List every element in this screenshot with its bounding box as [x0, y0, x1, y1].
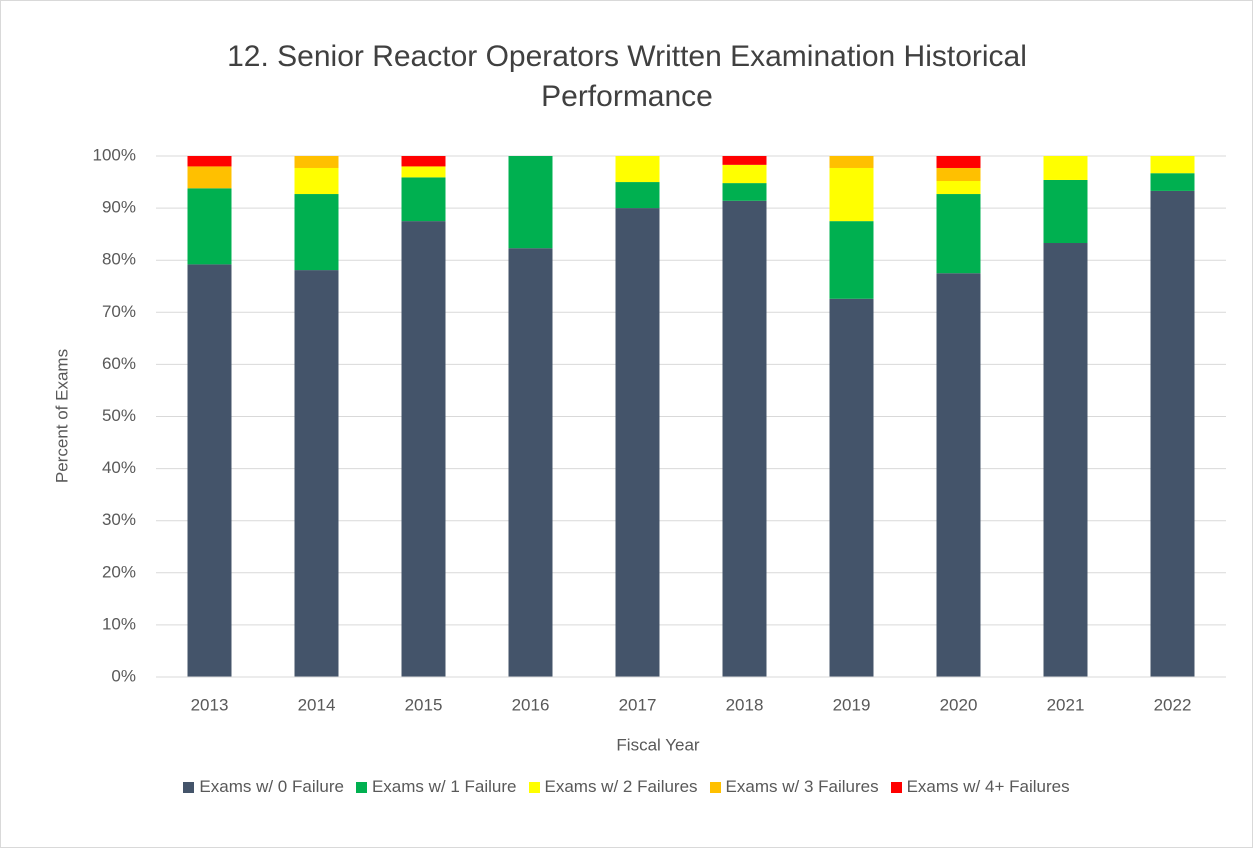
y-tick-label: 30% — [102, 510, 136, 529]
legend-swatch — [355, 781, 367, 793]
legend-label: Exams w/ 2 Failures — [544, 777, 698, 796]
x-axis-label: Fiscal Year — [616, 735, 699, 754]
legend-item: Exams w/ 1 Failure — [355, 777, 517, 797]
legend-item: Exams w/ 4+ Failures — [890, 777, 1070, 797]
bar-segment — [829, 221, 874, 299]
bar-segment — [1043, 156, 1088, 180]
bar-segment — [187, 188, 232, 265]
x-tick-label: 2020 — [940, 695, 978, 714]
bar-segment — [1043, 243, 1088, 677]
bar-segment — [294, 167, 339, 195]
legend-label: Exams w/ 1 Failure — [371, 777, 517, 796]
legend-swatch — [183, 781, 195, 793]
bar-segment — [1150, 190, 1195, 678]
legend-swatch — [890, 781, 902, 793]
bar-segment — [1150, 173, 1195, 191]
y-tick-label: 40% — [102, 458, 136, 477]
bar-segment — [1150, 156, 1195, 174]
bar-segment — [187, 166, 232, 189]
bar-segment — [401, 166, 446, 178]
bar-segment — [615, 208, 660, 677]
bar-segment — [936, 167, 981, 182]
bar-segment — [722, 156, 767, 165]
bar-segment — [829, 167, 874, 222]
bar-segment — [829, 156, 874, 168]
bar-segment — [722, 200, 767, 677]
bar-segment — [1043, 179, 1088, 244]
legend-swatch — [528, 781, 540, 793]
x-tick-label: 2013 — [191, 695, 229, 714]
bar-segment — [401, 177, 446, 222]
x-tick-label: 2015 — [405, 695, 443, 714]
y-tick-label: 90% — [102, 198, 136, 217]
y-tick-label: 80% — [102, 250, 136, 269]
bar-segment — [508, 248, 553, 678]
y-tick-label: 60% — [102, 354, 136, 373]
legend: Exams w/ 0 Failure Exams w/ 1 Failure Exam… — [1, 777, 1252, 797]
x-tick-label: 2016 — [512, 695, 550, 714]
y-axis-label: Percent of Exams — [52, 349, 71, 483]
y-tick-label: 10% — [102, 614, 136, 633]
legend-item: Exams w/ 3 Failures — [709, 777, 879, 797]
x-tick-label: 2021 — [1047, 695, 1085, 714]
x-tick-label: 2019 — [833, 695, 871, 714]
legend-label: Exams w/ 0 Failure — [199, 777, 344, 796]
x-tick-label: 2018 — [726, 695, 764, 714]
bar-segment — [187, 156, 232, 167]
y-tick-label: 70% — [102, 302, 136, 321]
bar-segment — [936, 156, 981, 168]
chart-title: 12. Senior Reactor Operators Written Exa… — [227, 40, 1027, 113]
bar-segment — [294, 156, 339, 168]
bar-segment — [615, 156, 660, 183]
bar-segment — [936, 181, 981, 195]
bar-segment — [936, 273, 981, 677]
bar-segment — [722, 183, 767, 201]
bar-segment — [508, 156, 553, 249]
y-tick-label: 0% — [111, 666, 136, 685]
bar-segment — [294, 194, 339, 271]
bar-segment — [187, 264, 232, 677]
y-tick-label: 100% — [93, 145, 136, 164]
bar-segment — [401, 156, 446, 167]
legend-item: Exams w/ 0 Failure — [183, 777, 344, 797]
x-tick-label: 2017 — [619, 695, 657, 714]
legend-item: Exams w/ 2 Failures — [528, 777, 698, 797]
y-tick-label: 50% — [102, 406, 136, 425]
bar-segment — [936, 194, 981, 274]
x-tick-label: 2022 — [1154, 695, 1192, 714]
bar-segment — [829, 298, 874, 677]
bar-segment — [294, 270, 339, 677]
y-tick-label: 20% — [102, 562, 136, 581]
x-tick-label: 2014 — [298, 695, 336, 714]
bar-segment — [615, 182, 660, 209]
legend-swatch — [709, 781, 721, 793]
bar-segment — [722, 164, 767, 184]
bar-segment — [401, 221, 446, 677]
legend-label: Exams w/ 4+ Failures — [906, 777, 1070, 796]
legend-label: Exams w/ 3 Failures — [725, 777, 879, 796]
